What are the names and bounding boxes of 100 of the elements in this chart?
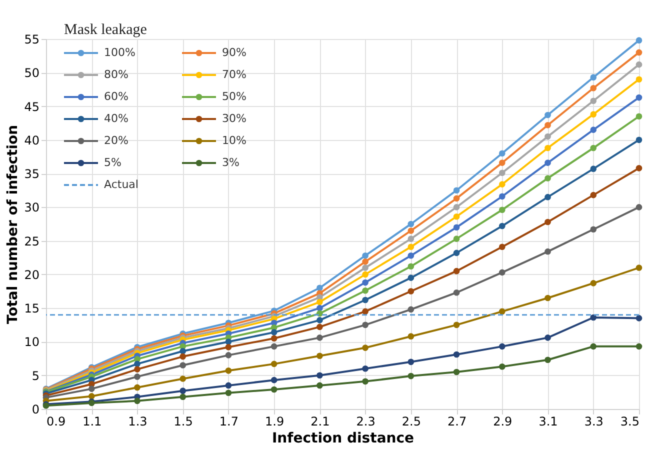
point — [498, 244, 506, 250]
point — [590, 280, 597, 286]
point — [590, 314, 597, 321]
x-tick-label: 2.9 — [493, 414, 512, 428]
point — [636, 204, 642, 210]
x-tick-label: 3.5 — [620, 414, 640, 428]
x-tick-label: 3.1 — [538, 414, 558, 428]
point — [498, 170, 506, 176]
point — [362, 308, 368, 315]
point — [590, 126, 597, 133]
y-tick-label: 10 — [24, 335, 40, 350]
point — [362, 365, 368, 372]
point — [134, 374, 140, 380]
point — [636, 315, 642, 322]
point — [408, 372, 414, 380]
y-tick-label: 5 — [32, 368, 40, 383]
point — [453, 368, 460, 376]
legend-label: 70% — [222, 68, 246, 81]
point — [362, 252, 368, 259]
point — [180, 394, 186, 400]
point — [316, 334, 323, 341]
x-tick-label: 1.1 — [82, 414, 102, 428]
point — [636, 37, 642, 44]
point — [453, 289, 460, 296]
point — [408, 228, 414, 234]
legend-label: 50% — [222, 90, 246, 103]
point — [544, 144, 551, 152]
point — [636, 61, 642, 68]
point — [180, 353, 186, 360]
x-tick-label: 0.9 — [46, 414, 66, 428]
legend-label: 60% — [104, 90, 128, 103]
point — [590, 144, 597, 152]
point — [270, 335, 278, 342]
point — [225, 338, 232, 345]
point — [590, 166, 597, 172]
y-axis-title: Total number of infection — [5, 124, 22, 324]
point — [453, 187, 460, 194]
point — [453, 224, 460, 231]
point — [453, 250, 460, 256]
point — [498, 181, 506, 188]
point — [180, 376, 186, 382]
point — [88, 386, 95, 392]
point — [362, 279, 368, 286]
point — [270, 329, 278, 336]
point — [498, 222, 506, 230]
point — [544, 175, 551, 182]
point — [270, 386, 278, 393]
point — [88, 393, 95, 400]
point — [590, 226, 597, 233]
legend-label: 3% — [222, 156, 240, 169]
point — [408, 358, 414, 366]
point — [316, 284, 323, 292]
y-tick-label: 55 — [24, 32, 40, 46]
point — [225, 382, 232, 389]
legend-label: 80% — [104, 68, 128, 81]
y-tick-label: 15 — [24, 302, 40, 316]
x-tick-label: 2.1 — [310, 414, 330, 428]
point — [408, 236, 414, 242]
point — [453, 213, 460, 220]
point — [498, 269, 506, 276]
point — [408, 288, 414, 294]
point — [544, 133, 551, 140]
point — [590, 111, 597, 118]
point — [544, 122, 551, 128]
point — [316, 372, 323, 379]
point — [453, 195, 460, 202]
point — [544, 334, 551, 341]
x-tick-label: 1.9 — [265, 414, 284, 428]
legend-label: 10% — [222, 134, 246, 147]
point — [408, 263, 414, 270]
point — [498, 363, 506, 370]
y-tick-label: 40 — [24, 133, 40, 148]
point — [498, 150, 506, 157]
point — [498, 160, 506, 166]
point — [362, 258, 368, 265]
point — [636, 264, 642, 271]
point — [270, 343, 278, 350]
point — [408, 306, 414, 313]
point — [453, 322, 460, 328]
x-axis-title: Infection distance — [272, 430, 414, 446]
legend-label: 90% — [222, 46, 246, 59]
point — [362, 378, 368, 385]
legend-label: Actual — [104, 178, 138, 191]
y-tick-label: 35 — [24, 167, 40, 182]
point — [453, 204, 460, 210]
point — [225, 368, 232, 374]
point — [225, 352, 232, 358]
point — [453, 268, 460, 274]
legend-label: 100% — [104, 46, 136, 59]
point — [408, 333, 414, 340]
point — [134, 398, 140, 404]
point — [453, 351, 460, 358]
x-tick-label: 1.3 — [128, 414, 148, 428]
point — [636, 136, 642, 144]
point — [544, 160, 551, 166]
point — [590, 98, 597, 104]
point — [134, 366, 140, 372]
point — [134, 384, 140, 391]
point — [316, 317, 323, 324]
legend-label: 40% — [104, 112, 128, 125]
